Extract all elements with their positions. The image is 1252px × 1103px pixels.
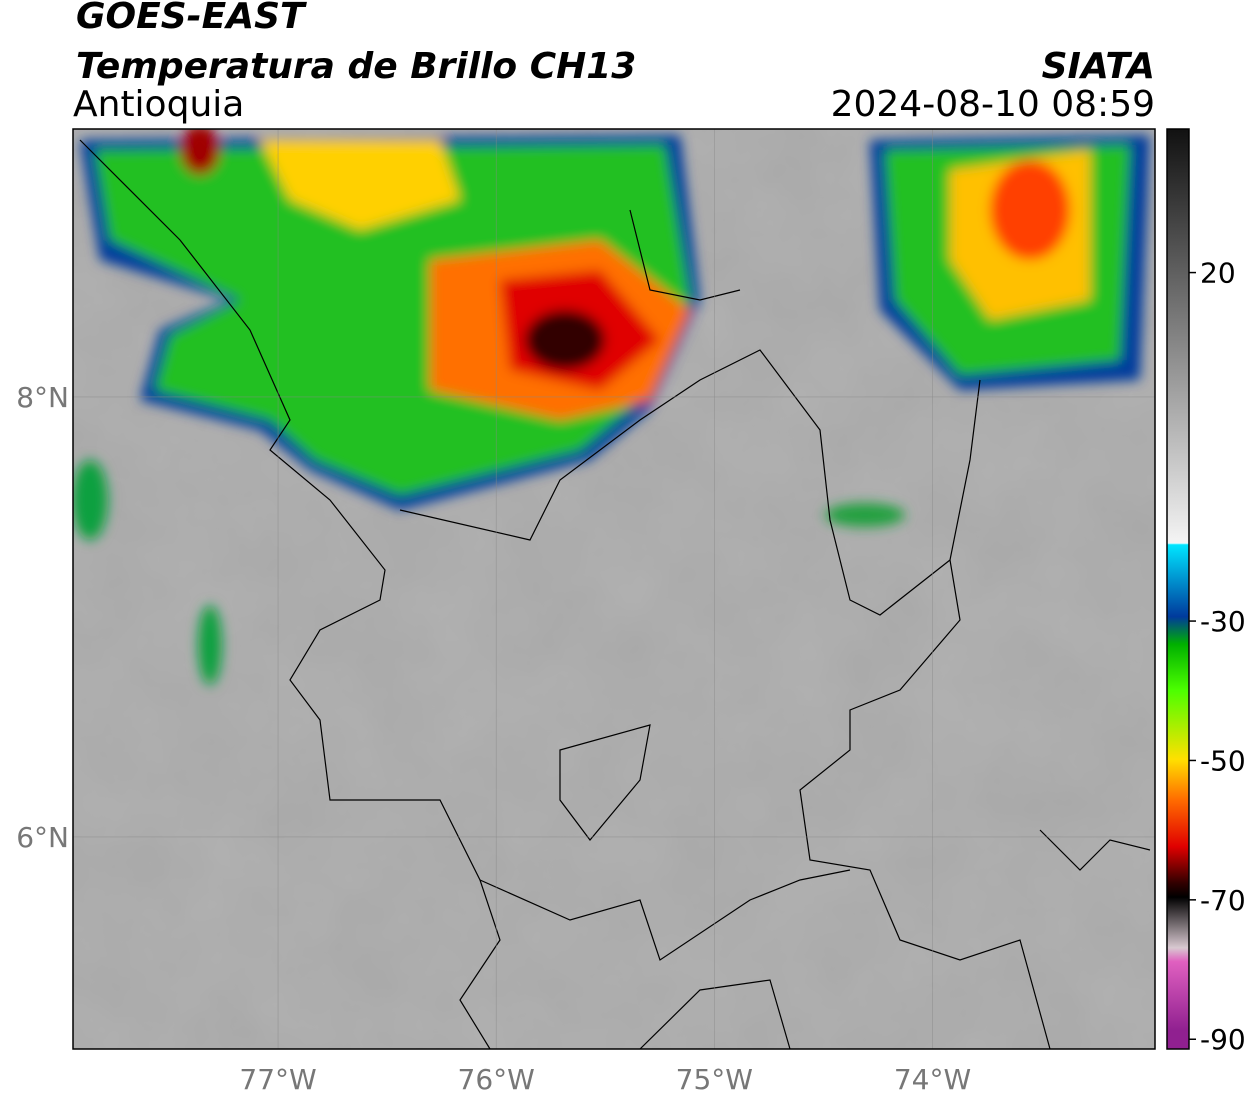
subtitle: Temperatura de Brillo CH13 bbox=[76, 46, 636, 87]
y-tick-label: 8°N bbox=[16, 381, 69, 414]
x-tick-label: 75°W bbox=[676, 1063, 753, 1096]
x-tick-label: 74°W bbox=[894, 1063, 971, 1096]
colorbar-tick-label: -70 bbox=[1200, 884, 1246, 917]
y-tick-label: 6°N bbox=[16, 821, 69, 854]
source: SIATA bbox=[1042, 46, 1155, 87]
colorbar-tick-label: 20 bbox=[1200, 257, 1236, 290]
region: Antioquia bbox=[73, 84, 244, 125]
x-tick-label: 76°W bbox=[458, 1063, 535, 1096]
title: GOES-EAST bbox=[76, 0, 307, 37]
graticule bbox=[73, 129, 1155, 1049]
colorbar-tick-label: -30 bbox=[1200, 605, 1246, 638]
colorbar-tick-label: -90 bbox=[1200, 1023, 1246, 1056]
map-image bbox=[73, 129, 1155, 1049]
colorbar-tick-label: -50 bbox=[1200, 744, 1246, 777]
x-tick-label: 77°W bbox=[239, 1063, 316, 1096]
datetime: 2024-08-10 08:59 bbox=[831, 84, 1155, 125]
colorbar bbox=[1166, 128, 1190, 1050]
map-frame bbox=[72, 128, 1156, 1050]
